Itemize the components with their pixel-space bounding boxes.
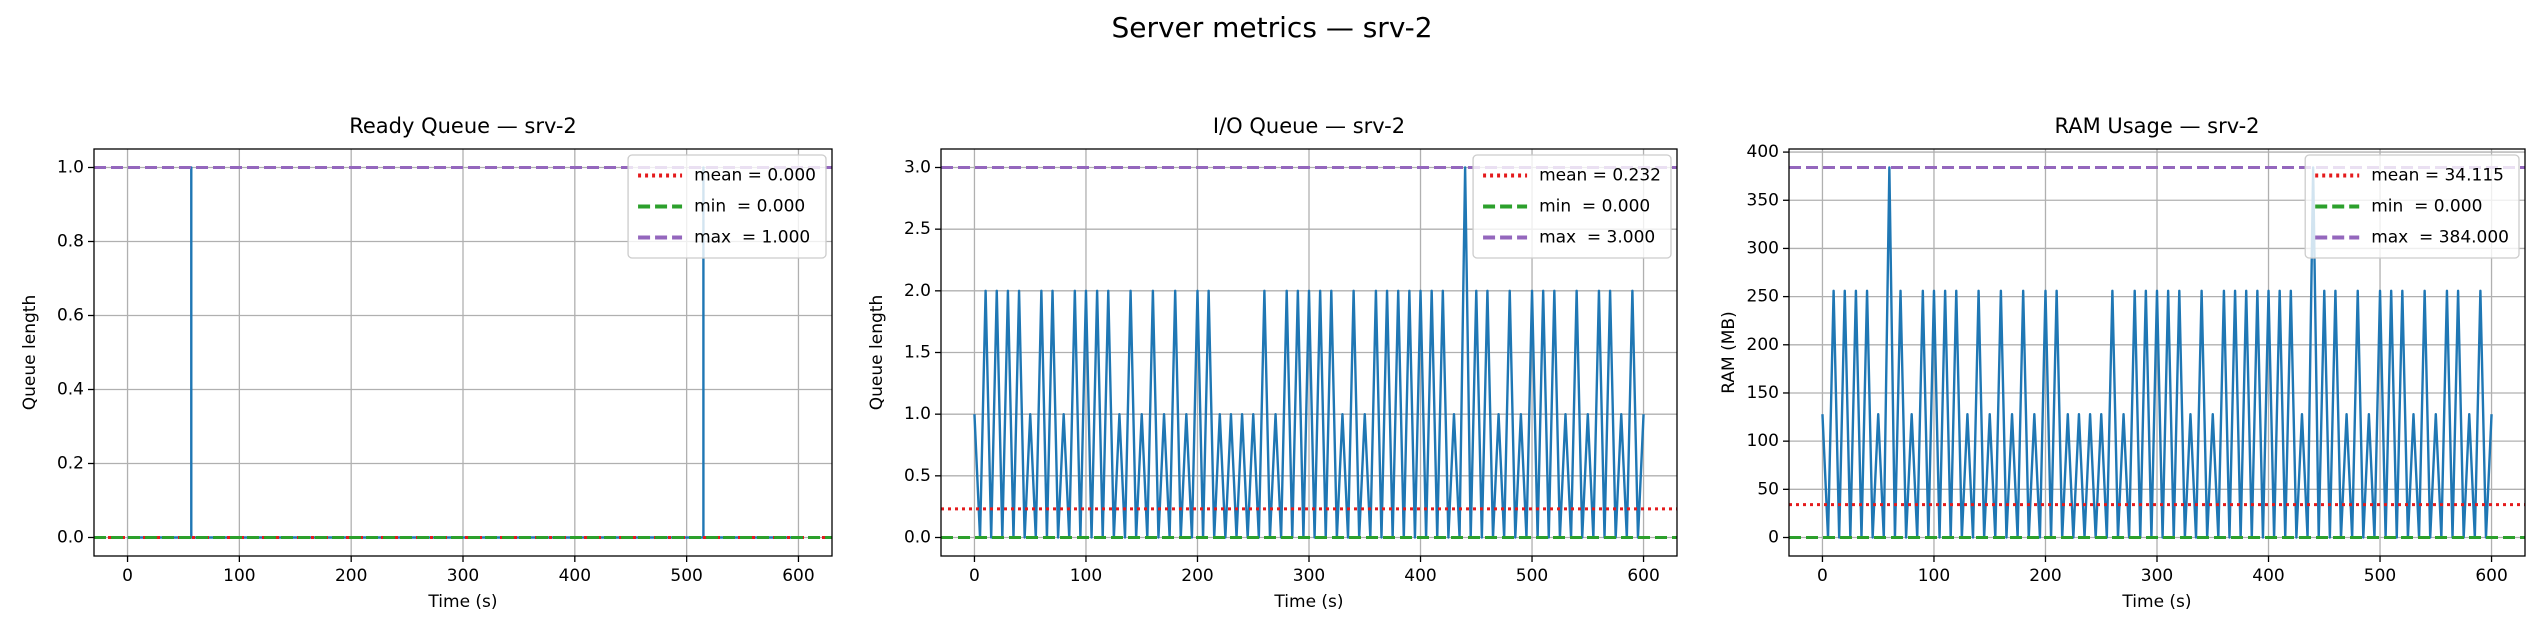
axes-frame	[940, 148, 1678, 557]
legend: mean = 34.115 min = 0.000 max = 384.000	[2304, 154, 2520, 259]
legend-label: max = 1.000	[694, 228, 810, 248]
y-tick-label: 1.0	[57, 158, 84, 178]
x-tick-label: 400	[559, 566, 591, 586]
series-line	[973, 166, 1645, 539]
y-tick-label: 0.5	[904, 466, 931, 486]
y-tick-label: 300	[1747, 238, 1779, 258]
subplot-title: I/O Queue — srv-2	[1213, 114, 1405, 138]
y-tick-label: 350	[1747, 190, 1779, 210]
legend-label: min = 0.000	[1539, 197, 1650, 217]
x-tick-label: 400	[2252, 566, 2284, 586]
x-axis-label: Time (s)	[1273, 592, 1343, 612]
y-tick-label: 250	[1747, 287, 1779, 307]
y-tick-label: 2.5	[904, 219, 931, 239]
y-axis-label: Queue length	[867, 295, 887, 410]
y-tick-label: 2.0	[904, 281, 931, 301]
x-tick-label: 600	[2475, 566, 2507, 586]
x-tick-label: 0	[1817, 566, 1828, 586]
x-tick-label: 100	[223, 566, 255, 586]
subplot-title: RAM Usage — srv-2	[2054, 114, 2259, 138]
y-tick-label: 0.0	[904, 528, 931, 548]
x-tick-label: 300	[2141, 566, 2173, 586]
subplot: 0 100 200 300 400 500 600 0.0 0.5 1.0 1.5 2.0 2.5 3.0…	[867, 114, 1678, 612]
y-tick-label: 1.5	[904, 343, 931, 363]
legend-box	[627, 154, 827, 259]
legend-label: mean = 0.232	[1539, 166, 1661, 186]
x-tick-label: 500	[1516, 566, 1548, 586]
y-tick-label: 400	[1747, 142, 1779, 162]
series-line	[1821, 166, 2493, 539]
legend-label: max = 3.000	[1539, 228, 1655, 248]
y-tick-label: 3.0	[904, 158, 931, 178]
legend-box	[2304, 154, 2520, 259]
y-tick-label: 0.0	[57, 528, 84, 548]
x-tick-label: 200	[1181, 566, 1213, 586]
y-axis-label: Queue length	[20, 295, 40, 410]
x-axis-label: Time (s)	[2121, 592, 2191, 612]
subplot: 0 100 200 300 400 500 600 0.0 0.2 0.4 0.6 0.8 1.0 Rea…	[20, 114, 833, 612]
legend-label: mean = 0.000	[694, 166, 816, 186]
axes-frame	[1788, 148, 2526, 557]
legend-box	[1472, 154, 1672, 259]
y-axis-label: RAM (MB)	[1719, 311, 1739, 393]
axes-frame	[93, 148, 833, 557]
x-tick-label: 600	[782, 566, 814, 586]
y-tick-label: 0.8	[57, 232, 84, 252]
x-tick-label: 100	[1918, 566, 1950, 586]
subplot: 0 100 200 300 400 500 600 0 50 100 150 200 250 300 350…	[1719, 114, 2526, 612]
x-tick-label: 600	[1627, 566, 1659, 586]
y-tick-label: 0.6	[57, 306, 84, 326]
y-tick-label: 50	[1757, 479, 1779, 499]
x-tick-label: 400	[1404, 566, 1436, 586]
series-line	[127, 166, 799, 539]
x-tick-label: 0	[122, 566, 133, 586]
x-tick-label: 0	[969, 566, 980, 586]
x-tick-label: 100	[1070, 566, 1102, 586]
x-axis-label: Time (s)	[427, 592, 497, 612]
x-tick-label: 200	[2029, 566, 2061, 586]
x-tick-label: 200	[335, 566, 367, 586]
y-tick-label: 100	[1747, 431, 1779, 451]
subplot-title: Ready Queue — srv-2	[349, 114, 577, 138]
legend-label: max = 384.000	[2371, 228, 2509, 248]
y-tick-label: 0.4	[57, 380, 84, 400]
y-tick-label: 150	[1747, 383, 1779, 403]
x-tick-label: 500	[2364, 566, 2396, 586]
y-tick-label: 1.0	[904, 404, 931, 424]
y-tick-label: 200	[1747, 335, 1779, 355]
legend: mean = 0.000 min = 0.000 max = 1.000	[627, 154, 827, 259]
x-tick-label: 300	[1293, 566, 1325, 586]
legend-label: mean = 34.115	[2371, 166, 2504, 186]
y-tick-label: 0.2	[57, 454, 84, 474]
x-tick-label: 300	[447, 566, 479, 586]
y-tick-label: 0	[1768, 528, 1779, 548]
legend: mean = 0.232 min = 0.000 max = 3.000	[1472, 154, 1672, 259]
legend-label: min = 0.000	[694, 197, 805, 217]
x-tick-label: 500	[670, 566, 702, 586]
figure-title: Server metrics — srv-2	[1111, 11, 1432, 44]
legend-label: min = 0.000	[2371, 197, 2482, 217]
